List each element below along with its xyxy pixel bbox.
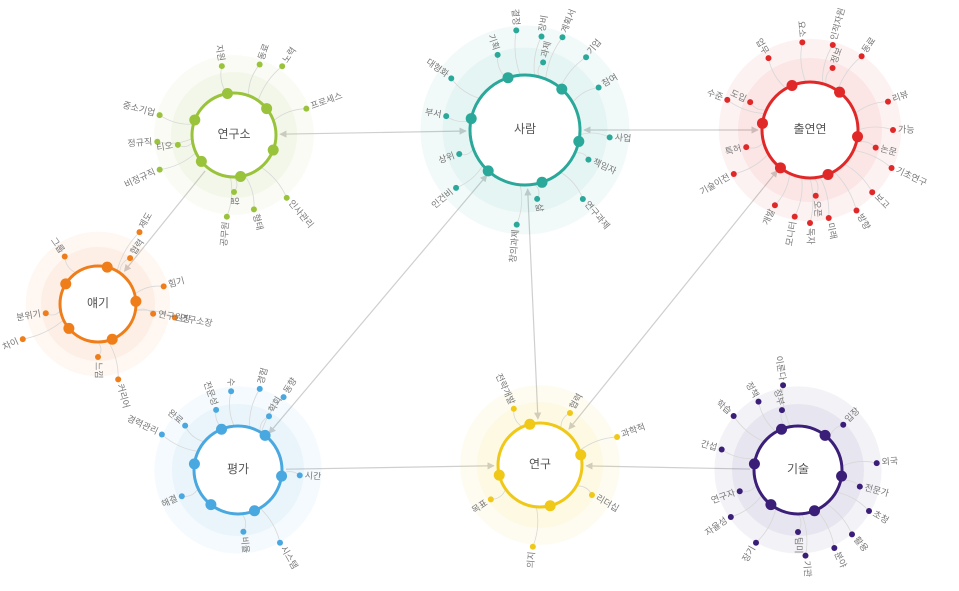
hub-label-people: 사람	[514, 122, 536, 136]
leaf-label-lab-0: 중소기업	[122, 100, 157, 118]
leaf-label-eval-5: 동향	[281, 375, 299, 395]
hub-label-tech: 기술	[787, 462, 809, 476]
leaf-label-people-9: 사업	[614, 132, 631, 143]
leaf-label-inst-16: 기술이전	[698, 172, 732, 197]
leaf-label-people-13: 창의과제	[508, 229, 521, 263]
cluster-people: 대형화부서기획결정장비계획서과제기업참여사업책임자연구과제삶창의과제인건비상위사…	[421, 7, 632, 263]
leaf-label-tech-10: 분야	[832, 550, 848, 569]
leaf-label-inst-19: 수준	[706, 87, 725, 102]
leaf-label-talk-7: 차이	[0, 335, 20, 352]
leaf-label-research-4: 의지	[525, 551, 536, 568]
leaf-label-lab-2: 노력	[280, 45, 299, 65]
cluster-tech: 이룬다정책학습간섭정부입장외국전문가초청활용분야기관팀미장기자율성연구자기술	[700, 355, 899, 578]
leaf-label-research-2: 과학적	[619, 421, 646, 440]
leaf-label-people-3: 결정	[510, 8, 521, 25]
leaf-label-lab-8: 앎	[230, 197, 240, 205]
hub-label-inst: 출연연	[793, 122, 826, 136]
leaf-label-inst-3: 동료	[860, 35, 878, 54]
leaf-label-inst-6: 가능	[898, 124, 915, 134]
leaf-label-inst-12: 독자	[806, 228, 816, 245]
cluster-inst: 업무요소인적자원동료정보리뷰가능논문기초연구보고방향미래독자모니터개발오픈기술이…	[698, 6, 929, 246]
leaf-label-inst-2: 인적자원	[828, 6, 847, 41]
leaf-label-eval-3: 수	[226, 378, 237, 387]
leaf-label-lab-4: 프로세스	[309, 90, 344, 111]
hub-label-talk: 얘기	[87, 296, 109, 310]
leaf-label-tech-14: 자율성	[703, 515, 729, 537]
leaf-label-inst-10: 방향	[855, 212, 873, 232]
cluster-lab: 중소기업지원노력동료프로세스인사관리형태공무원앎비정규직정규직티오연구소	[122, 42, 344, 246]
leaf-label-tech-9: 활용	[852, 534, 871, 554]
leaf-label-talk-5: 커리어	[115, 383, 131, 410]
leaf-label-tech-12: 팀미	[794, 537, 805, 554]
leaf-label-lab-3: 동료	[256, 42, 271, 61]
leaf-label-talk-0: 제도	[137, 211, 154, 230]
leaf-label-lab-5: 인사관리	[287, 198, 316, 230]
cluster-talk: 제도협력힘기연구소장연구원장커리어느낌차이분위기그룹얘기	[0, 211, 213, 410]
leaf-label-tech-6: 외국	[881, 455, 898, 467]
leaf-label-eval-7: 시간	[304, 470, 321, 481]
leaf-label-inst-11: 미래	[825, 222, 838, 240]
leaf-label-people-7: 기업	[585, 37, 603, 56]
hub-label-research: 연구	[529, 457, 551, 471]
leaf-label-inst-8: 기초연구	[894, 165, 928, 188]
leaf-label-lab-6: 형태	[251, 213, 265, 232]
leaf-label-inst-5: 리뷰	[891, 89, 910, 104]
leaf-label-inst-15: 오픈	[812, 200, 823, 217]
hub-label-eval: 평가	[227, 462, 249, 476]
leaf-label-tech-2: 학습	[714, 398, 733, 416]
leaf-label-eval-0: 경력관리	[125, 412, 160, 436]
cluster-eval: 경력관리완료전문성수경험동향학회시간시스템비율해결평가	[125, 366, 321, 570]
leaf-label-lab-10: 정규직	[127, 137, 153, 149]
cluster-research: 전략개발협력과학적리더십의지목표연구	[460, 371, 646, 568]
network-diagram: 중소기업지원노력동료프로세스인사관리형태공무원앎비정규직정규직티오연구소제도협력…	[0, 0, 959, 591]
leaf-label-tech-3: 간섭	[700, 439, 719, 453]
leaf-label-tech-0: 이룬다	[774, 355, 788, 382]
leaf-label-tech-13: 장기	[740, 544, 757, 563]
leaf-label-eval-9: 비율	[239, 536, 250, 553]
leaf-label-people-12: 삶	[534, 203, 545, 213]
leaf-label-lab-9: 비정규직	[123, 167, 157, 190]
leaf-label-tech-11: 기관	[802, 560, 813, 577]
leaf-label-inst-1: 요소	[796, 20, 807, 37]
leaf-label-lab-7: 공무원	[219, 221, 231, 247]
leaf-label-inst-9: 보고	[873, 192, 892, 211]
leaf-label-inst-13: 모니터	[784, 221, 798, 247]
leaf-label-eval-4: 경험	[255, 366, 270, 385]
hub-label-lab: 연구소	[217, 127, 250, 141]
leaf-label-eval-8: 시스템	[279, 544, 301, 571]
leaf-label-talk-6: 느낌	[94, 362, 105, 379]
leaf-label-people-5: 계획서	[558, 7, 578, 34]
leaf-label-tech-8: 초청	[871, 509, 890, 526]
leaf-label-talk-2: 힘기	[167, 275, 186, 289]
